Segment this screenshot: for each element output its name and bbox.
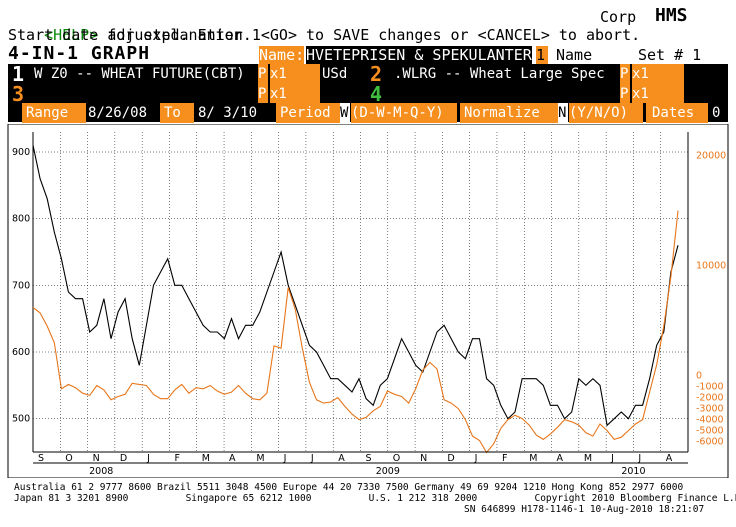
- right-tick-label: 0: [696, 371, 702, 382]
- range-label: Range: [22, 103, 86, 123]
- month-label: J: [474, 453, 478, 464]
- left-tick-label: 600: [12, 347, 30, 358]
- x-axis: S O N D J F M A M J J A S O N D J F M A M J J A 2008 2009 2010: [33, 451, 688, 477]
- series-3-price-label: P: [258, 84, 268, 104]
- dates-field[interactable]: 0: [712, 105, 721, 121]
- month-label: M: [584, 453, 592, 464]
- series-row-3-4: 3 P x1 4 P x1: [8, 84, 728, 104]
- month-label: J: [610, 453, 614, 464]
- month-label: M: [529, 453, 537, 464]
- series-3-multiplier-field[interactable]: x1: [270, 84, 320, 104]
- right-tick-label: -3000: [696, 404, 724, 415]
- month-label: S: [38, 453, 44, 464]
- help-text: for explanation.: [98, 26, 252, 44]
- graph-name-field[interactable]: HVETEPRISEN & SPEKULANTER: [306, 46, 532, 64]
- start-date-field[interactable]: 8/26/08: [88, 105, 148, 121]
- status-message: Start date adjusted. Enter 1<GO> to SAVE…: [8, 26, 641, 44]
- month-label: D: [447, 453, 454, 464]
- month-label: M: [202, 453, 210, 464]
- month-label: A: [338, 453, 345, 464]
- name-label: Name:: [259, 46, 305, 64]
- series-2-security-field[interactable]: .WLRG -- Wheat Large Spec: [394, 66, 605, 82]
- series-4-price-label: P: [620, 84, 630, 104]
- dates-label: Dates: [646, 103, 708, 123]
- chart-series: [32, 145, 679, 454]
- normalize-label: Normalize: [460, 103, 558, 123]
- left-tick-label: 900: [12, 147, 30, 158]
- left-tick-label: 700: [12, 280, 30, 291]
- series-1-price-label: P: [258, 64, 268, 84]
- year-label: 2009: [376, 466, 400, 477]
- month-label: O: [393, 453, 400, 464]
- ticker-label: HMS: [655, 5, 688, 26]
- set-number: Set # 1: [638, 46, 702, 64]
- series-2-line: [32, 210, 679, 454]
- controls-row: Range 8/26/08 To 8/ 3/10 Period W (D-W-M…: [8, 103, 728, 123]
- market-sector: Corp: [600, 8, 637, 26]
- series-2-number: 2: [370, 62, 383, 86]
- series-2-multiplier-field[interactable]: x1: [632, 64, 684, 84]
- series-1-security-field[interactable]: W Z0 -- WHEAT FUTURE(CBT): [34, 66, 245, 82]
- left-tick-label: 500: [12, 414, 30, 425]
- series-4-multiplier-field[interactable]: x1: [632, 84, 684, 104]
- year-label: 2008: [89, 466, 113, 477]
- period-label: Period: [276, 103, 342, 123]
- month-label: F: [502, 453, 507, 464]
- month-label: A: [557, 453, 564, 464]
- to-label: To: [160, 103, 194, 123]
- series-1-number: 1: [12, 62, 25, 86]
- footer-contacts-1: Australia 61 2 9777 8600 Brazil 5511 304…: [14, 482, 684, 493]
- help-line: <HELP> for explanation.: [26, 8, 252, 44]
- series-1-currency: USd: [322, 66, 348, 82]
- normalize-options: (Y/N/O): [569, 103, 643, 123]
- month-label: J: [637, 453, 641, 464]
- footer-contacts-2: Japan 81 3 3201 8900 Singapore 65 6212 1…: [14, 493, 736, 504]
- name-word: Name: [556, 46, 593, 64]
- right-tick-label: 10000: [696, 261, 726, 272]
- left-axis: 500 600 700 800 900: [12, 147, 30, 425]
- left-tick-label: 800: [12, 214, 30, 225]
- month-label: N: [93, 453, 100, 464]
- month-label: N: [420, 453, 427, 464]
- year-label: 2010: [621, 466, 645, 477]
- month-label: D: [120, 453, 127, 464]
- month-label: S: [366, 453, 372, 464]
- series-4-number: 4: [370, 82, 383, 106]
- month-label: F: [174, 453, 179, 464]
- name-index-field[interactable]: 1: [536, 46, 548, 64]
- right-tick-label: -4000: [696, 415, 724, 426]
- month-label: M: [256, 453, 264, 464]
- month-label: J: [283, 453, 287, 464]
- help-key[interactable]: <HELP>: [44, 26, 99, 44]
- series-2-price-label: P: [620, 64, 630, 84]
- page-title: 4-IN-1 GRAPH: [8, 43, 151, 64]
- period-options: (D-W-M-Q-Y): [351, 103, 457, 123]
- series-1-line: [32, 145, 679, 427]
- month-label: A: [229, 453, 236, 464]
- price-chart: 500 600 700 800 900 20000 10000 0-1000-2000-30…: [7, 124, 729, 478]
- right-axis: 20000 10000 0-1000-2000-3000-4000-5000-600…: [696, 151, 726, 448]
- month-label: J: [146, 453, 150, 464]
- month-label: J: [310, 453, 314, 464]
- right-tick-label: -5000: [696, 426, 724, 437]
- end-date-field[interactable]: 8/ 3/10: [198, 105, 258, 121]
- right-tick-label: -1000: [696, 382, 724, 393]
- series-1-multiplier-field[interactable]: x1: [270, 64, 320, 84]
- month-label: A: [666, 453, 673, 464]
- right-tick-label: 20000: [696, 151, 726, 162]
- normalize-field[interactable]: N: [558, 103, 568, 123]
- chart-frame: [7, 124, 729, 478]
- period-field[interactable]: W: [340, 103, 350, 123]
- series-row-1-2: 1 W Z0 -- WHEAT FUTURE(CBT) P x1 USd 2 .…: [8, 64, 728, 84]
- right-tick-label: -2000: [696, 393, 724, 404]
- right-tick-label: -6000: [696, 437, 724, 448]
- series-3-number: 3: [12, 82, 25, 106]
- month-label: O: [65, 453, 72, 464]
- footer-session-info: SN 646899 H178-1146-1 10-Aug-2010 18:21:…: [464, 504, 705, 515]
